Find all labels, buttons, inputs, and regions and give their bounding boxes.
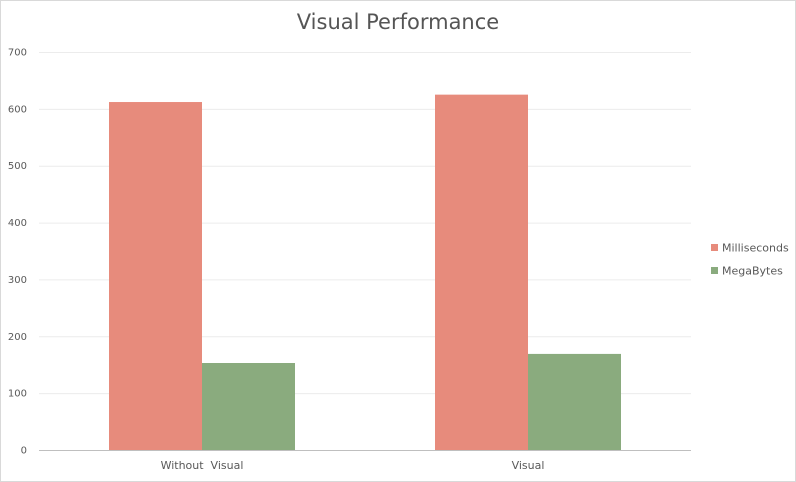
y-tick-label: 700: [8, 48, 27, 59]
y-tick-label: 600: [8, 104, 27, 115]
legend-swatch-megabytes: [711, 267, 718, 274]
x-category-label: Visual: [512, 459, 545, 472]
y-tick-label: 200: [8, 332, 27, 343]
y-tick-label: 500: [8, 161, 27, 172]
y-tick-label: 300: [8, 275, 27, 286]
bar-megabytes-1: [202, 363, 295, 450]
y-tick-label: 0: [21, 446, 27, 457]
legend-swatch-milliseconds: [711, 244, 718, 251]
bar-megabytes-2: [528, 353, 621, 450]
y-tick-label: 100: [8, 389, 27, 400]
chart-title: Visual Performance: [297, 10, 499, 34]
legend-label-megabytes: MegaBytes: [722, 265, 783, 278]
legend-label-milliseconds: Milliseconds: [722, 242, 789, 255]
bar-milliseconds-1: [109, 102, 202, 450]
bar-milliseconds-2: [435, 94, 528, 451]
y-axis-ticks: 0 100 200 300 400 500 600 700: [8, 48, 27, 457]
legend: Milliseconds MegaBytes: [711, 242, 789, 278]
bars: [109, 94, 621, 451]
y-tick-label: 400: [8, 218, 27, 229]
x-axis-labels: Without Visual Visual: [161, 459, 545, 472]
x-category-label: Without Visual: [161, 459, 244, 472]
